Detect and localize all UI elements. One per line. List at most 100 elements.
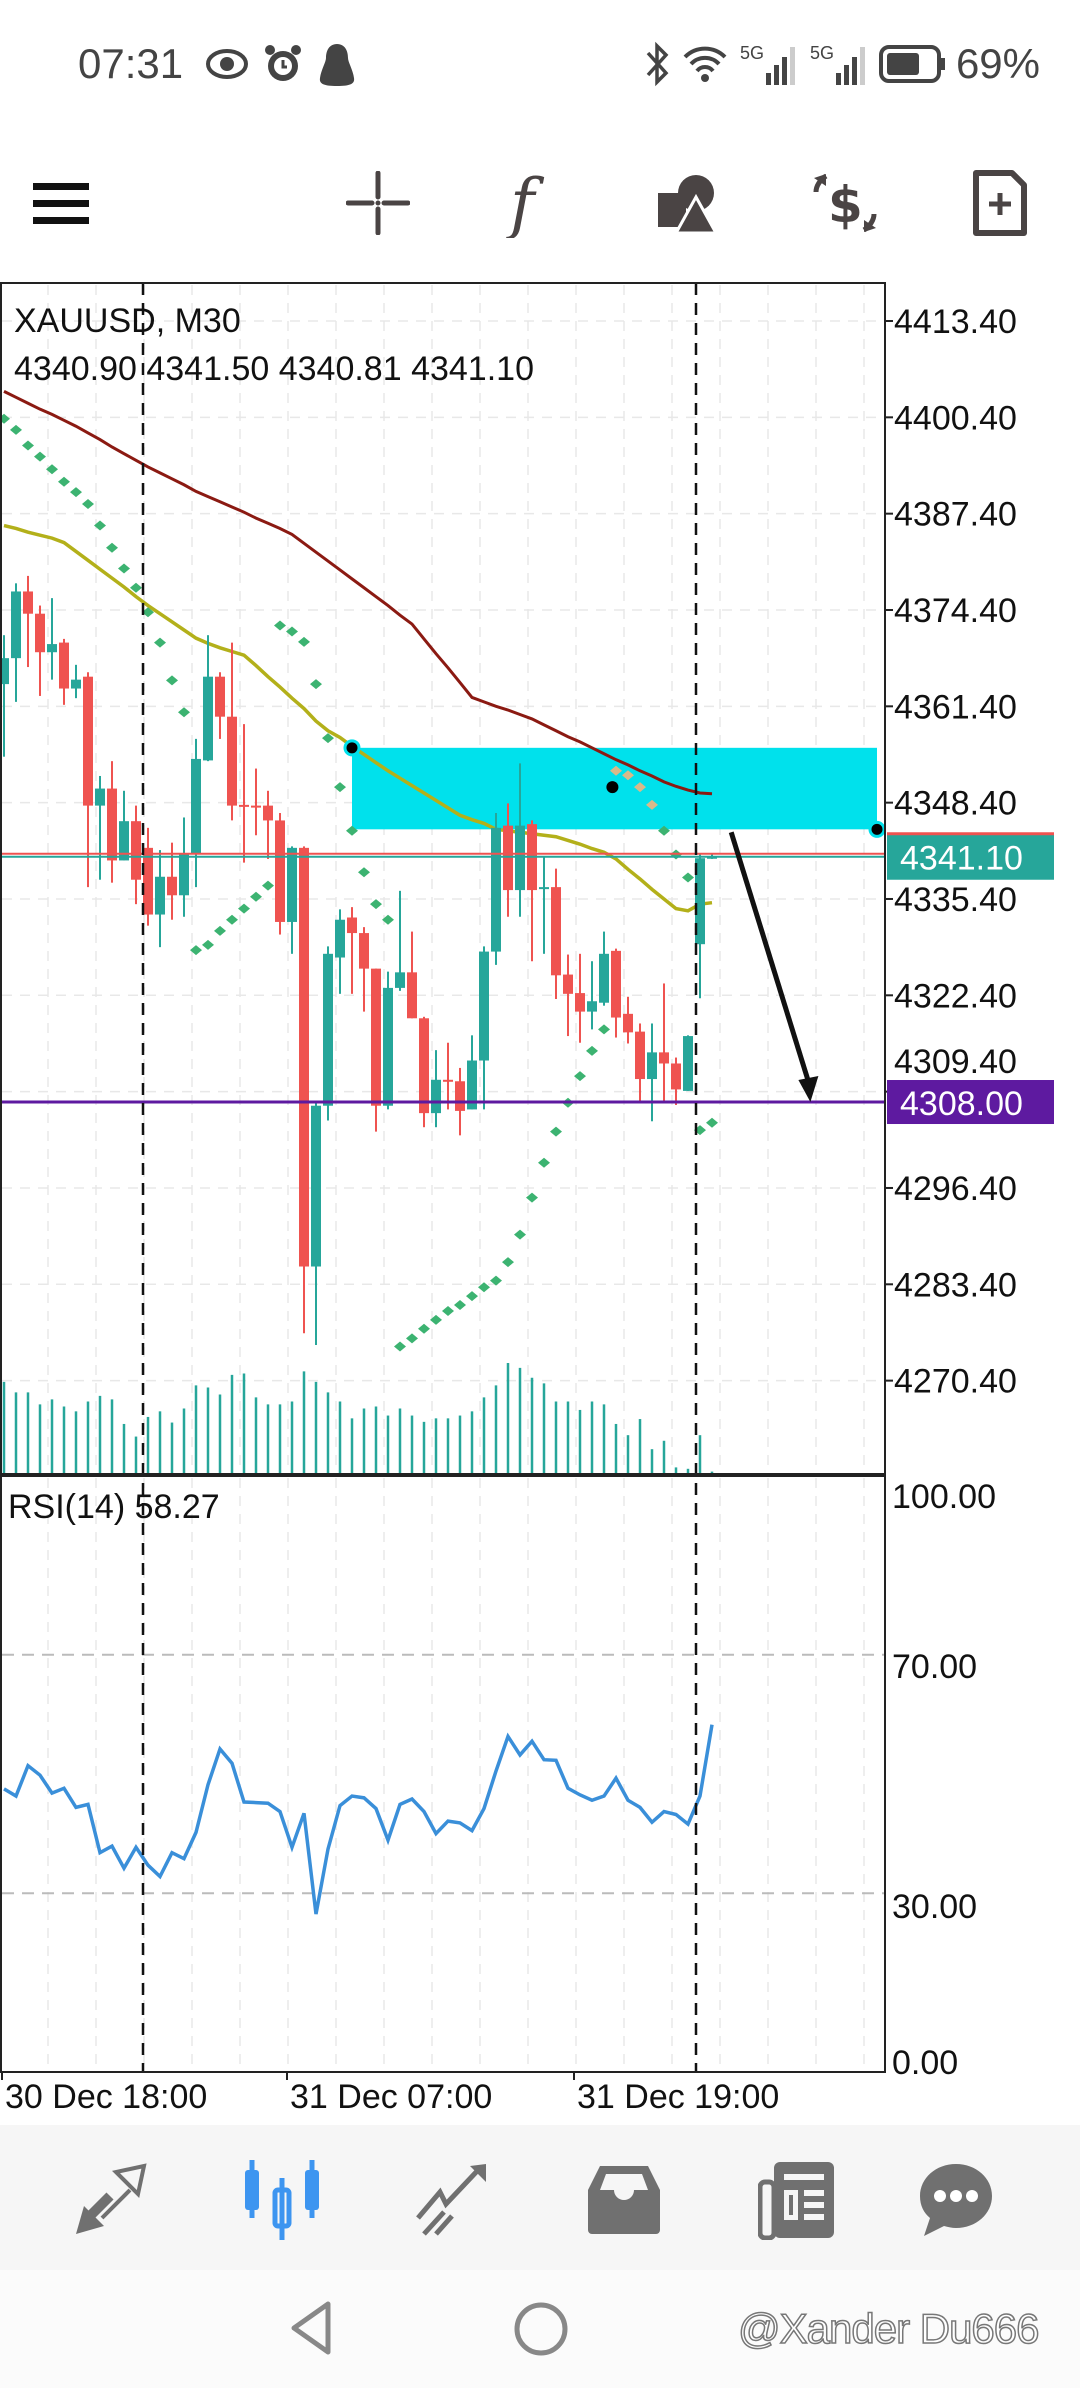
- currency-exchange-icon: $: [813, 173, 877, 234]
- candle-bear: [671, 1063, 681, 1090]
- candle-bear: [131, 821, 141, 880]
- sar-dot: [190, 945, 202, 956]
- sar-dot: [550, 1126, 562, 1137]
- candle-bull: [647, 1052, 657, 1080]
- home-icon[interactable]: [512, 2300, 570, 2358]
- candle-bull: [11, 591, 21, 659]
- nav-quotes[interactable]: [65, 2155, 155, 2245]
- sar-dot: [418, 1323, 430, 1334]
- moving-average-slow-line: [3, 390, 713, 796]
- candle-bull: [587, 1001, 597, 1012]
- nav-news[interactable]: [752, 2155, 842, 2245]
- nav-history[interactable]: [579, 2155, 669, 2245]
- sar-dot: [274, 620, 286, 631]
- parabolic-sar: [0, 413, 718, 1352]
- sar-dot: [118, 563, 130, 574]
- candle-bear: [371, 968, 381, 1106]
- candle-bear: [455, 1081, 465, 1111]
- current-price-label: 4341.10: [900, 840, 1023, 878]
- candle-bull: [599, 953, 609, 1003]
- price-lines: [2, 852, 885, 1104]
- candle-bull: [515, 825, 525, 891]
- rsi-value: 58.27: [135, 1488, 220, 1526]
- nav-chart[interactable]: [237, 2155, 327, 2245]
- objects-button[interactable]: [653, 168, 723, 238]
- sar-dot: [586, 1045, 598, 1056]
- price-axis-label: 4296.40: [894, 1170, 1017, 1208]
- system-navigation: [0, 2270, 1080, 2388]
- candle-bull: [539, 887, 549, 890]
- sar-dot: [634, 782, 646, 793]
- sar-dot: [598, 1024, 610, 1035]
- drawn-objects[interactable]: [343, 739, 886, 1103]
- candle-bear: [611, 950, 621, 1018]
- price-chart[interactable]: 4413.40 4400.40 4387.40 4374.40 4361.40 4348.…: [0, 0, 1080, 2125]
- candle-bear: [35, 613, 45, 653]
- nav-trade[interactable]: [407, 2155, 497, 2245]
- sar-dot: [346, 825, 358, 836]
- sar-dot: [466, 1291, 478, 1302]
- period-separators: [141, 283, 698, 2072]
- candle-bear: [575, 993, 585, 1012]
- watermark: @Xander Du666: [737, 2304, 1040, 2353]
- candle-bull: [695, 858, 705, 945]
- candle-bear: [143, 847, 153, 915]
- candle-bull: [479, 951, 489, 1061]
- nav-messages[interactable]: [911, 2155, 1001, 2245]
- new-document-icon: [973, 170, 1027, 236]
- indicators-button[interactable]: f: [495, 168, 565, 238]
- zone-anchor-handle: [343, 739, 361, 757]
- candle-bear: [107, 788, 117, 861]
- candle-bull: [47, 644, 57, 653]
- sar-dot: [646, 799, 658, 810]
- trade-trend-icon: [416, 2164, 486, 2236]
- sar-dot: [58, 476, 70, 487]
- sar-dot: [490, 1275, 502, 1286]
- trend-arrow-line: [728, 831, 813, 1089]
- candle-bear: [239, 804, 249, 807]
- candle-bear: [59, 642, 69, 689]
- new-order-button[interactable]: [965, 168, 1035, 238]
- menu-button[interactable]: [26, 168, 96, 238]
- rsi-axis-label: 70.00: [892, 1648, 977, 1686]
- sar-dot: [214, 925, 226, 936]
- price-axis-label: 4322.40: [894, 977, 1017, 1015]
- sar-dot: [382, 914, 394, 925]
- rsi-pane-frame: [0, 1475, 886, 2073]
- crosshair-button[interactable]: [343, 168, 413, 238]
- candle-bear: [407, 972, 417, 1019]
- grid: [2, 285, 884, 2070]
- back-icon[interactable]: [288, 2300, 334, 2356]
- candle-bear: [263, 805, 273, 821]
- symbol-title: XAUUSD, M30: [14, 302, 241, 340]
- candle-bear: [167, 876, 177, 896]
- time-axis-label: 31 Dec 19:00: [577, 2078, 779, 2116]
- candle-bear: [623, 1013, 633, 1033]
- sar-dot: [358, 867, 370, 878]
- inbox-icon: [588, 2166, 660, 2234]
- price-axis-label: 4283.40: [894, 1266, 1017, 1304]
- candle-bear: [23, 591, 33, 614]
- price-axis[interactable]: 4413.40 4400.40 4387.40 4374.40 4361.40 4348.…: [885, 303, 1054, 2082]
- candle-bull: [335, 919, 345, 958]
- candle-bull: [431, 1079, 441, 1114]
- sar-dot: [154, 637, 166, 648]
- network-label: 5G: [740, 43, 764, 63]
- candle-bull: [155, 876, 165, 915]
- candle-bull: [203, 676, 213, 761]
- price-axis-label: 4374.40: [894, 592, 1017, 630]
- 5g-signal-icon: 5G: [810, 43, 865, 85]
- sar-dot: [406, 1333, 418, 1344]
- ohlc-readout: 4340.90 4341.50 4340.81 4341.10: [14, 350, 534, 388]
- current-price-badge: [887, 833, 1054, 880]
- rsi-axis-label: 100.00: [892, 1478, 996, 1516]
- sar-dot: [202, 939, 214, 950]
- sar-dot: [82, 499, 94, 510]
- candle-bull: [0, 658, 9, 685]
- sar-dot: [0, 413, 10, 424]
- candle-bear: [551, 887, 561, 976]
- price-axis-label: 4309.40: [894, 1043, 1017, 1081]
- sar-dot: [70, 487, 82, 498]
- symbol-button[interactable]: $: [810, 168, 880, 238]
- candle-bear: [443, 1079, 453, 1082]
